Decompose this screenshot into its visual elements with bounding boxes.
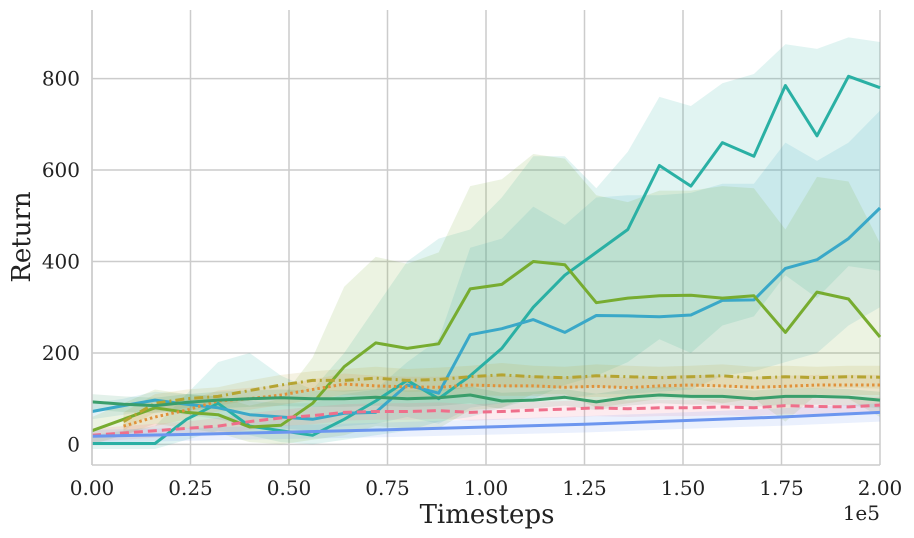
tick-labels: 0.00 0.25 0.50 0.75 1.00 1.25 1.50 1.75 2.00 0 200… xyxy=(42,67,902,500)
series-line-6 xyxy=(91,393,881,408)
y-tick-label: 200 xyxy=(42,341,80,365)
series-line-1 xyxy=(92,74,881,445)
y-tick-label: 0 xyxy=(67,432,80,456)
series-band-1 xyxy=(92,37,880,450)
x-tick-label: 1.25 xyxy=(562,476,607,500)
x-tick-label: 1.50 xyxy=(661,476,706,500)
x-tick-label: 1.00 xyxy=(464,476,509,500)
x-tick-label: 0.50 xyxy=(267,476,312,500)
x-tick-label: 0.75 xyxy=(365,476,410,500)
x-tick-label: 0.25 xyxy=(168,476,213,500)
x-multiplier-label: 1e5 xyxy=(843,501,880,525)
grid-layer xyxy=(91,10,881,465)
x-tick-label: 0.00 xyxy=(70,476,115,500)
series-line-4 xyxy=(122,373,881,423)
y-tick-label: 600 xyxy=(42,158,80,182)
axis-spines xyxy=(91,10,880,466)
series-lines xyxy=(91,74,882,445)
x-tick-label: 2.00 xyxy=(858,476,903,500)
x-tick-label: 1.75 xyxy=(759,476,804,500)
series-band-6 xyxy=(92,386,880,414)
series-line-3 xyxy=(91,260,882,433)
y-tick-label: 800 xyxy=(42,67,80,91)
series-line-7 xyxy=(91,403,881,437)
x-axis-label: Timesteps xyxy=(420,500,555,530)
series-line-2 xyxy=(91,206,882,421)
series-band-3 xyxy=(92,154,880,445)
series-band-2 xyxy=(92,110,880,431)
y-axis-label: Return xyxy=(7,191,37,283)
y-tick-label: 400 xyxy=(42,250,80,274)
series-line-8 xyxy=(91,410,881,438)
